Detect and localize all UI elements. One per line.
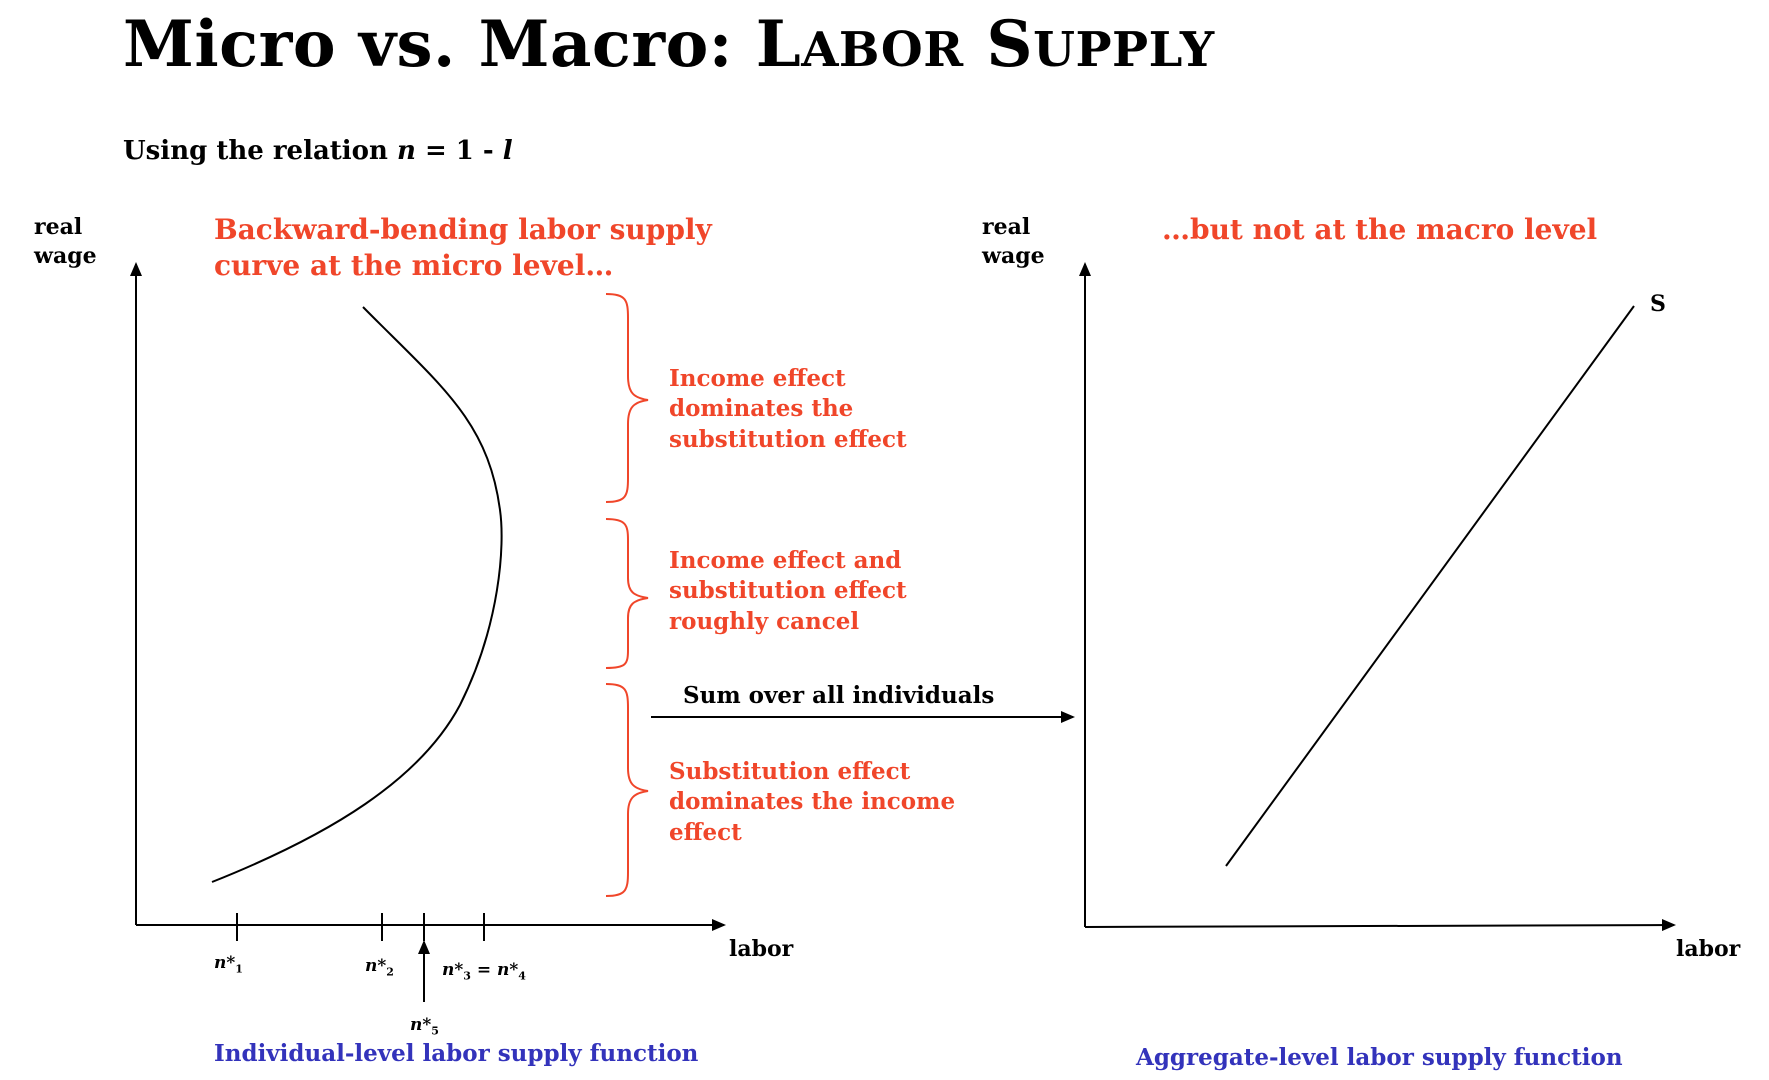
left-x-axis-label: labor bbox=[729, 936, 794, 962]
tick-label-n5: n*5 bbox=[410, 1015, 439, 1038]
left-heading: Backward-bending labor supply curve at t… bbox=[214, 213, 712, 282]
aggregate-supply-line bbox=[1225, 305, 1635, 867]
right-x-axis bbox=[1084, 919, 1676, 932]
subtitle: Using the relation n = 1 - l bbox=[123, 136, 513, 166]
left-y-axis-label: real wage bbox=[34, 214, 97, 269]
right-heading: …but not at the macro level bbox=[1162, 213, 1598, 246]
tick-label-n1: n*1 bbox=[214, 953, 243, 976]
tick-label-n2: n*2 bbox=[365, 956, 394, 979]
brace-middle-label: Income effect and substitution effect ro… bbox=[669, 547, 907, 635]
tick-label-n3-n4: n*3 = n*4 bbox=[442, 960, 526, 983]
brace-top-label: Income effect dominates the substitution… bbox=[669, 365, 907, 453]
supply-curve-label: S bbox=[1650, 291, 1666, 317]
brace-bottom bbox=[605, 683, 649, 897]
slide-title: Micro vs. Macro: LABOR SUPPLY bbox=[123, 7, 1215, 82]
left-caption: Individual-level labor supply function bbox=[214, 1040, 699, 1067]
right-x-axis-label: labor bbox=[1676, 936, 1741, 962]
sum-arrow-label: Sum over all individuals bbox=[683, 682, 995, 709]
backward-bending-supply-curve bbox=[211, 306, 503, 883]
brace-top bbox=[605, 293, 649, 503]
right-y-axis-label: real wage bbox=[982, 214, 1045, 269]
brace-middle bbox=[605, 518, 649, 669]
right-caption: Aggregate-level labor supply function bbox=[1136, 1044, 1623, 1071]
brace-bottom-label: Substitution effect dominates the income… bbox=[669, 758, 956, 846]
